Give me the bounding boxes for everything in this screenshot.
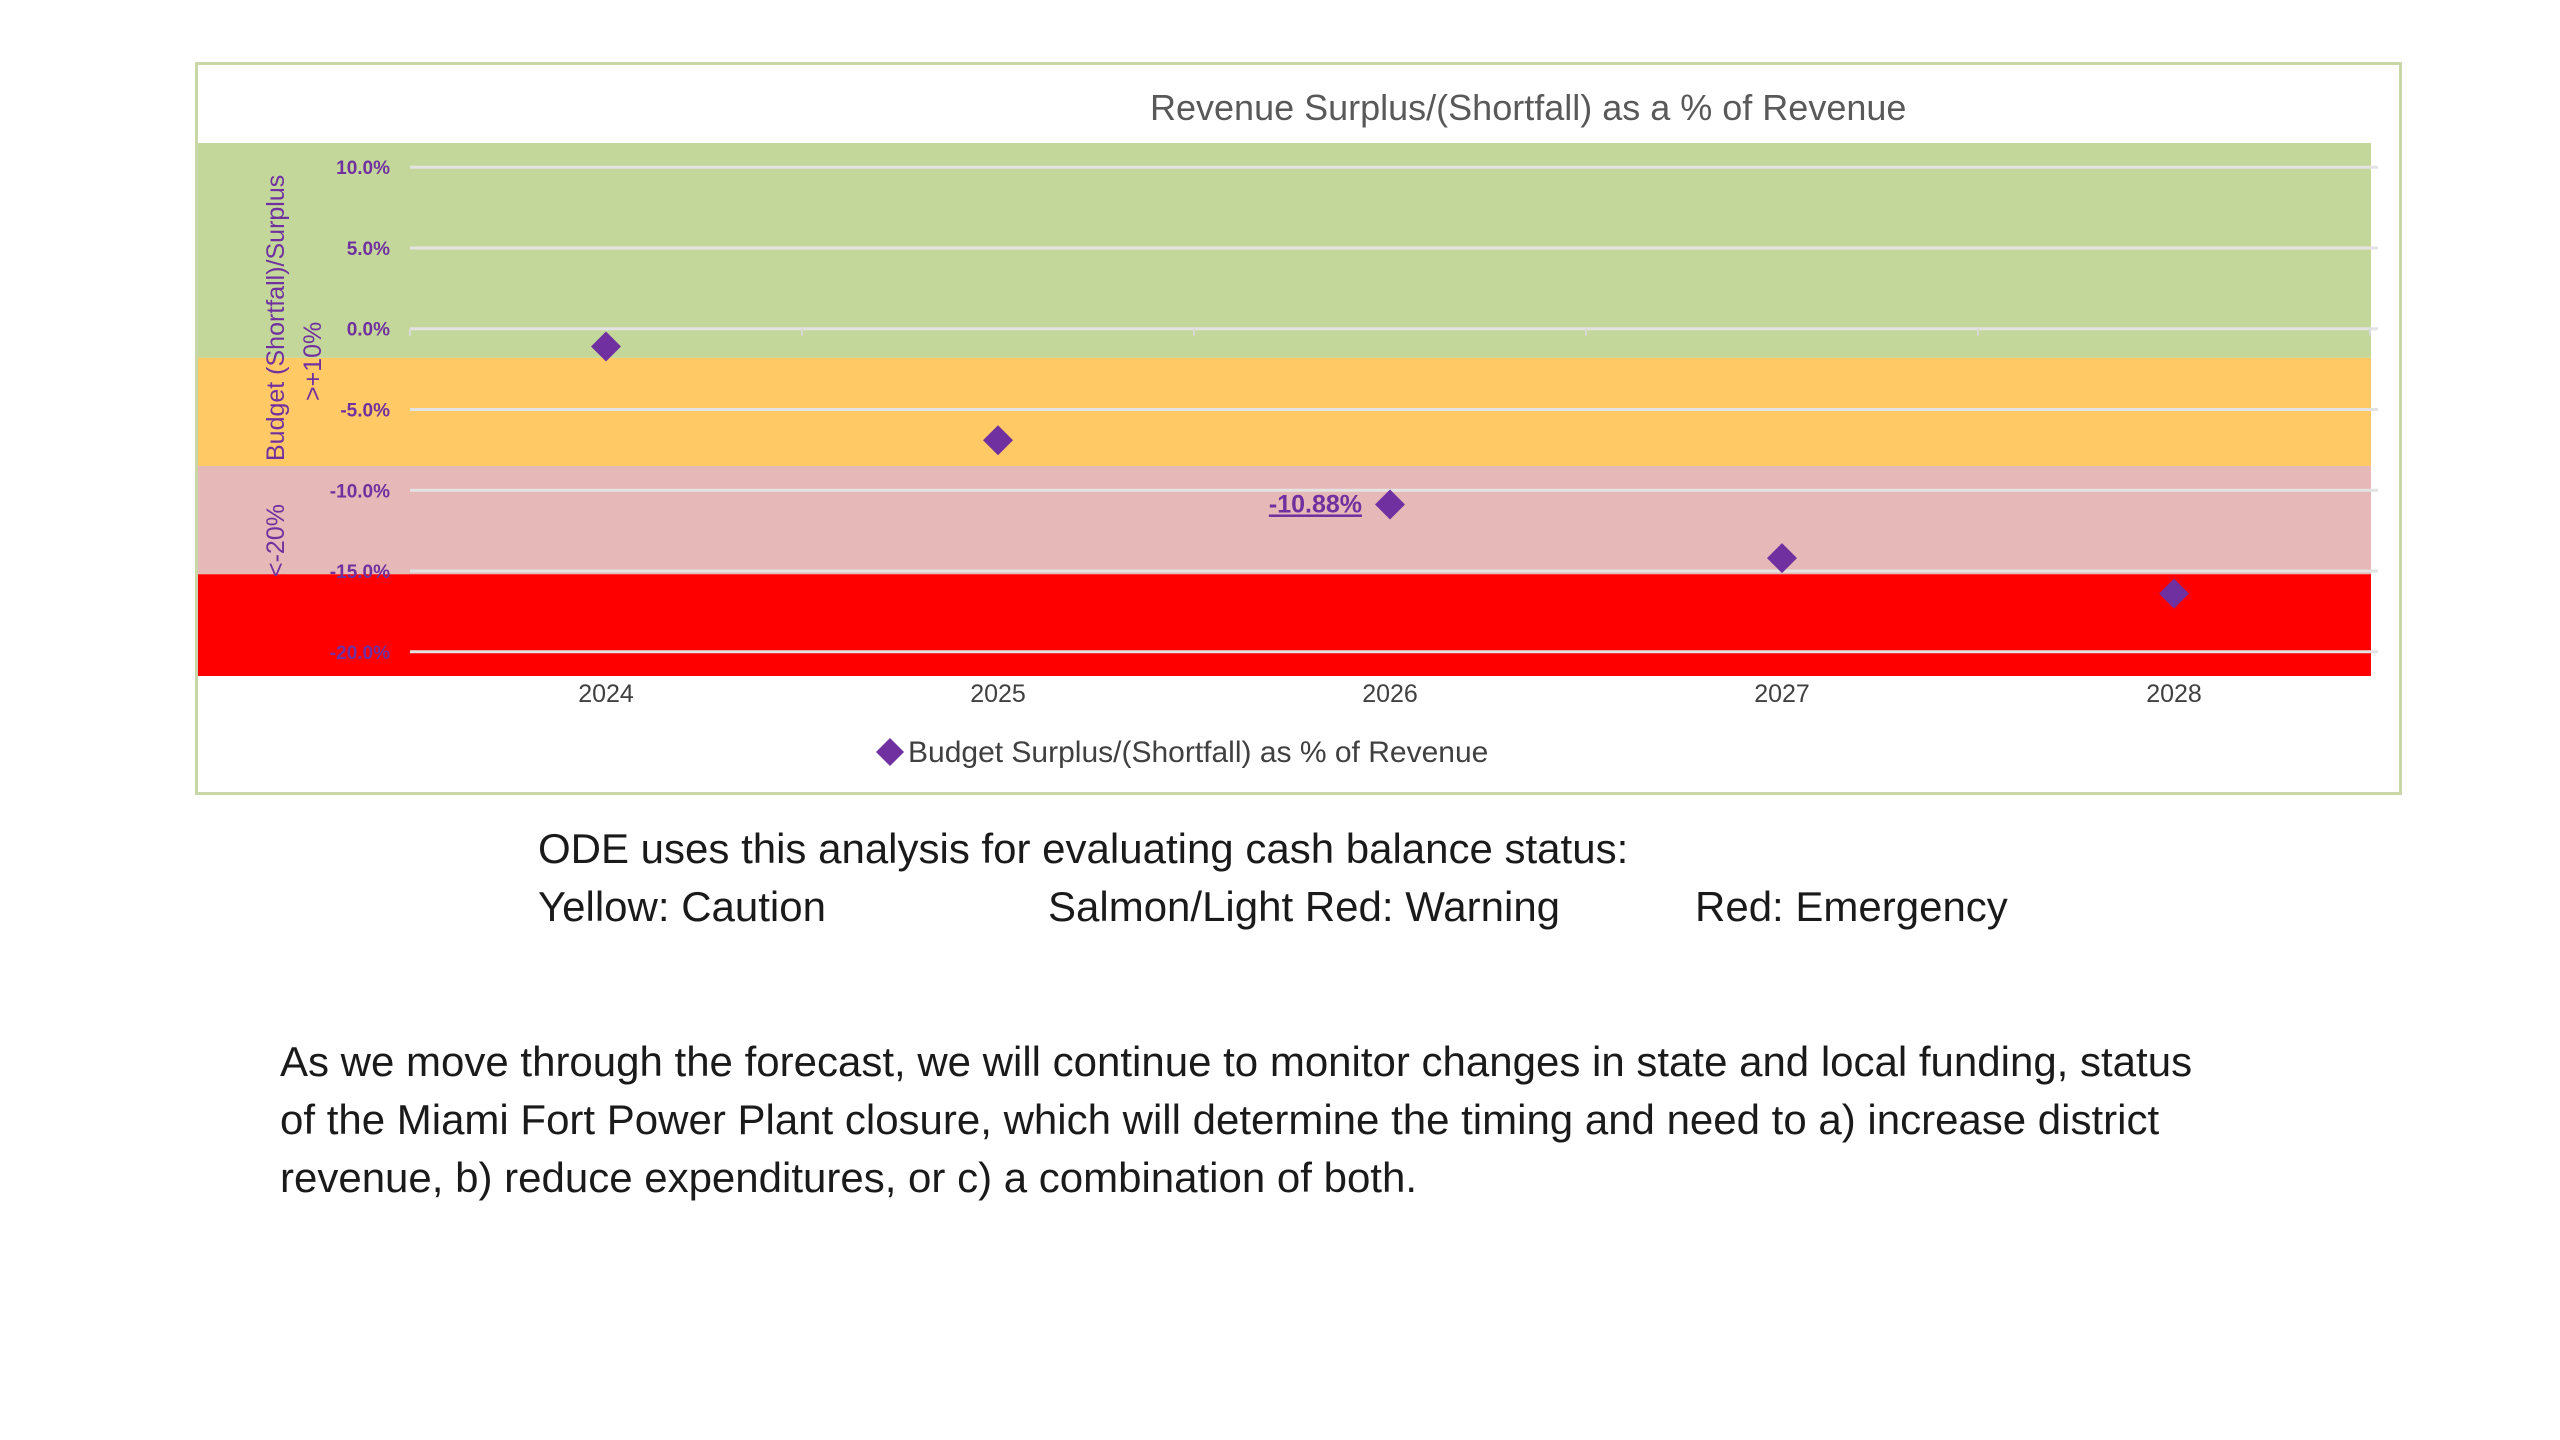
y-tick-label: -5.0% — [340, 401, 390, 422]
band-red-emergency — [198, 574, 2371, 676]
y-tick-label: -15.0% — [330, 562, 390, 583]
chart-frame: 10.0% 5.0% 0.0% -5.0% -10.0% -15.0% -20.0% 202… — [195, 62, 2402, 795]
points-layer: -10.88% — [591, 331, 2189, 609]
chart-title: Revenue Surplus/(Shortfall) as a % of Re… — [1150, 87, 1906, 128]
legend: Budget Surplus/(Shortfall) as % of Reven… — [876, 736, 1488, 769]
status-red-emergency: Red: Emergency — [1695, 883, 2008, 930]
data-point-diamond — [1767, 543, 1797, 574]
y-side-label-upper: Budget (Shortfall)/Surplus — [262, 175, 290, 461]
y-tick-label: 10.0% — [336, 158, 390, 179]
data-point-diamond — [983, 425, 1013, 456]
ode-analysis-note: ODE uses this analysis for evaluating ca… — [538, 825, 1629, 872]
x-tick-label: 2025 — [970, 680, 1026, 708]
chart-svg: 10.0% 5.0% 0.0% -5.0% -10.0% -15.0% -20.0% 202… — [198, 87, 2378, 769]
y-tick-label: -10.0% — [330, 481, 390, 502]
x-tick-label: 2024 — [578, 680, 634, 708]
legend-marker-diamond — [876, 738, 904, 766]
y-side-label-lower: <-20% — [262, 504, 290, 577]
data-point-diamond — [1375, 489, 1405, 520]
status-salmon-warning: Salmon/Light Red: Warning — [1048, 883, 1561, 930]
xtick-layer: 2024 2025 2026 2027 2028 — [578, 680, 2202, 708]
bands-layer — [198, 143, 2371, 676]
y-side-label-upper-2: >+10% — [299, 322, 327, 401]
legend-series-label: Budget Surplus/(Shortfall) as % of Reven… — [908, 736, 1488, 769]
y-tick-label: 5.0% — [347, 239, 390, 260]
x-tick-label: 2026 — [1362, 680, 1418, 708]
data-point-diamond — [591, 331, 621, 362]
forecast-paragraph: As we move through the forecast, we will… — [280, 1038, 2193, 1201]
grid-layer — [409, 165, 2378, 654]
band-yellow-caution — [198, 357, 2371, 467]
data-point-diamond — [2159, 578, 2189, 609]
x-tick-label: 2027 — [1754, 680, 1810, 708]
status-yellow-caution: Yellow: Caution — [538, 883, 826, 930]
band-salmon-warning — [198, 466, 2371, 575]
band-green-surplus — [198, 143, 2371, 358]
y-tick-label: -20.0% — [330, 643, 390, 664]
x-tick-label: 2028 — [2146, 680, 2202, 708]
ytick-layer: 10.0% 5.0% 0.0% -5.0% -10.0% -15.0% -20.0% — [330, 158, 390, 664]
y-tick-label: 0.0% — [347, 320, 390, 341]
data-label: -10.88% — [1269, 490, 1362, 518]
